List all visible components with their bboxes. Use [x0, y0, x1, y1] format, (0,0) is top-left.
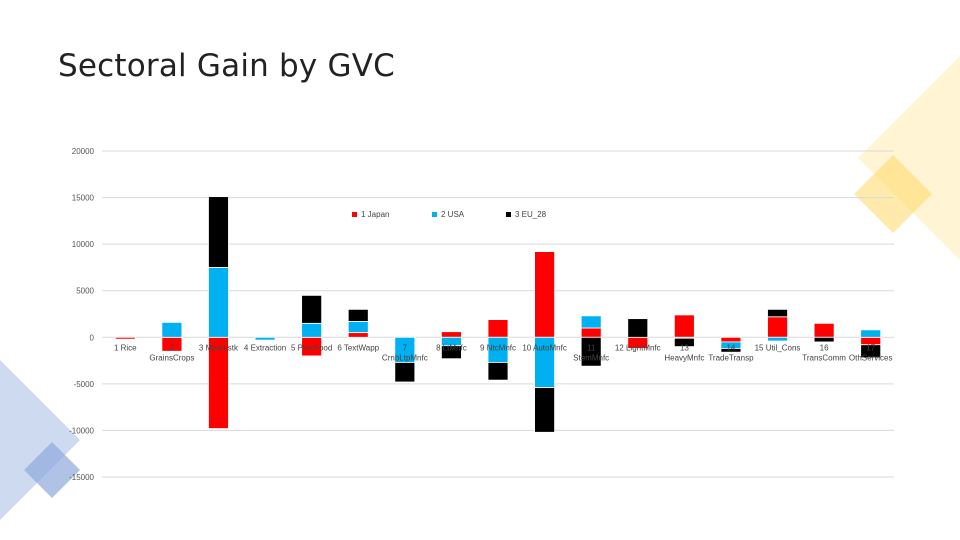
page-title: Sectoral Gain by GVC: [58, 48, 396, 84]
bar-segment: [301, 322, 323, 338]
bar-segment: [813, 322, 835, 338]
legend-swatch: [432, 212, 437, 217]
bar-segment: [301, 294, 323, 324]
bar-segment: [347, 308, 369, 322]
bar-segment: [767, 336, 788, 342]
category-label: 10 AutoMnfc: [522, 343, 566, 352]
category-label: 8 LtMnfc: [436, 343, 467, 352]
category-label: 5 ProcFood: [291, 343, 332, 352]
bar-segment: [208, 267, 229, 338]
legend-label: 3 EU_28: [515, 210, 547, 219]
deco-yellow-diamond-large: [858, 56, 960, 260]
bar-segment: [767, 308, 788, 318]
category-label: 4 Extraction: [244, 343, 286, 352]
category-label: 17: [866, 343, 875, 352]
y-tick-label: -15000: [69, 473, 94, 482]
category-label: 14: [726, 343, 735, 352]
bar-segment: [487, 319, 509, 338]
legend-label: 1 Japan: [361, 210, 389, 219]
category-label: CrnbLtpMnfc: [382, 353, 428, 362]
bar-segment: [254, 336, 276, 341]
category-label: 13: [680, 343, 689, 352]
category-label: 6 TextWapp: [337, 343, 379, 352]
category-label: OthServices: [849, 353, 893, 362]
bar-segment: [487, 362, 509, 381]
deco-blue-diamond-small: [24, 442, 80, 498]
category-label: StemMnfc: [573, 353, 609, 362]
category-label: GrainsCrops: [149, 353, 194, 362]
bar-segment: [347, 321, 369, 334]
bar-segment: [208, 196, 229, 268]
category-label: HeavyMnfc: [664, 353, 704, 362]
y-tick-label: 5000: [76, 287, 94, 296]
y-tick-label: -10000: [69, 426, 94, 435]
category-label: TradeTransp: [708, 353, 754, 362]
deco-blue-diamond-large: [0, 360, 80, 520]
deco-yellow-diamond-small: [854, 155, 932, 233]
bar-segment: [534, 387, 555, 433]
legend-label: 2 USA: [441, 210, 465, 219]
bar-segment: [347, 332, 369, 338]
bar-segment: [114, 336, 136, 340]
y-tick-label: 0: [90, 333, 95, 342]
bar-segment: [580, 336, 602, 367]
bar-segment: [441, 345, 462, 360]
bar-segment: [720, 336, 742, 343]
legend-swatch: [352, 212, 357, 217]
y-tick-label: 20000: [72, 147, 95, 156]
bar-segment: [580, 327, 602, 338]
category-label: 7: [403, 343, 408, 352]
y-tick-label: 10000: [72, 240, 95, 249]
bar-segment: [161, 321, 183, 338]
bar-segment: [673, 314, 695, 338]
bar-segment: [860, 329, 882, 338]
category-label: 3 MeatLstk: [199, 343, 239, 352]
category-label: 11: [587, 343, 596, 352]
category-label: 12 LightMnfc: [615, 343, 661, 352]
bar-segment: [534, 251, 555, 338]
category-label: 16: [820, 343, 829, 352]
bar-segment: [441, 331, 462, 338]
y-tick-label: 15000: [72, 194, 95, 203]
bar-segment: [813, 336, 835, 343]
category-label: 15 Util_Cons: [755, 343, 801, 352]
bar-segment: [673, 337, 695, 347]
bar-segment: [860, 344, 882, 359]
category-label: TransComm: [802, 353, 846, 362]
legend-swatch: [506, 212, 511, 217]
category-label: 1 Rice: [114, 343, 137, 352]
category-label: 2: [170, 343, 175, 352]
bar-segment: [767, 316, 788, 338]
bar-segment: [627, 318, 649, 338]
category-label: 9 NtcMnfc: [480, 343, 516, 352]
bar-segment: [580, 315, 602, 329]
bar-segment: [720, 348, 742, 353]
y-tick-label: -5000: [74, 380, 95, 389]
bar-segment: [394, 362, 416, 383]
